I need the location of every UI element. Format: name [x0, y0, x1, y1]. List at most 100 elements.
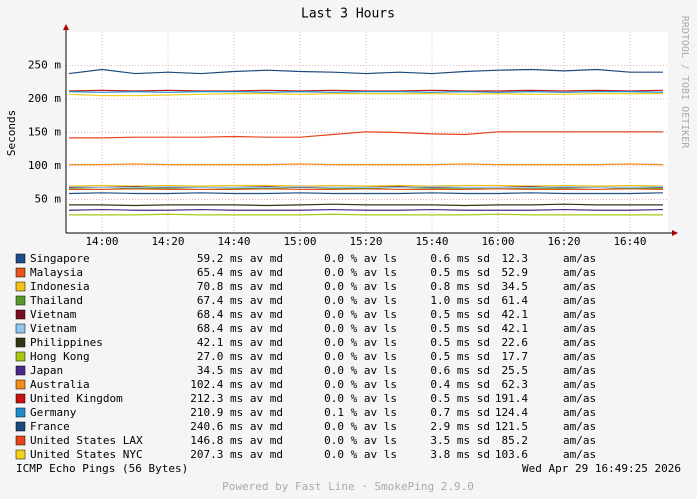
legend-stat: am/as	[563, 308, 596, 321]
legend-swatch	[15, 323, 26, 334]
legend-stat: 25.5	[502, 364, 529, 377]
legend-swatch	[15, 267, 26, 278]
series-line	[69, 163, 664, 166]
legend-swatch	[15, 379, 26, 390]
legend-stat: am/as	[563, 378, 596, 391]
chart-title: Last 3 Hours	[301, 7, 395, 22]
x-tick-label: 15:20	[349, 235, 382, 248]
legend-stat: 70.8 ms av md	[197, 280, 283, 293]
legend-stat: am/as	[563, 434, 596, 447]
series-line	[68, 93, 663, 97]
series-line	[68, 89, 664, 92]
legend-swatch	[15, 393, 26, 404]
footer-left: ICMP Echo Pings (56 Bytes)	[16, 462, 188, 475]
legend-stat: 85.2	[502, 434, 529, 447]
side-label: RRDTOOL / TOBI OETIKER	[679, 16, 690, 149]
legend-stat: 0.6 ms sd	[430, 252, 490, 265]
series-line	[68, 91, 664, 93]
legend-stat: 0.4 ms sd	[430, 378, 490, 391]
legend-name: Hong Kong	[30, 350, 90, 363]
legend-stat: 22.6	[502, 336, 529, 349]
legend-stat: 3.5 ms sd	[430, 434, 490, 447]
legend-stat: 0.0 % av ls	[324, 308, 397, 321]
legend-stat: 0.0 % av ls	[324, 420, 397, 433]
legend-stat: am/as	[563, 322, 596, 335]
legend: Singapore 59.2 ms av md 0.0 % av ls 0.6 ms …	[15, 252, 596, 461]
legend-swatch	[15, 449, 26, 460]
legend-stat: 68.4 ms av md	[197, 308, 283, 321]
legend-stat: am/as	[563, 420, 596, 433]
legend-name: Vietnam	[30, 308, 77, 321]
legend-stat: 103.6	[495, 448, 528, 461]
legend-stat: 17.7	[502, 350, 529, 363]
legend-stat: 240.6 ms av md	[190, 420, 283, 433]
legend-stat: am/as	[563, 336, 596, 349]
legend-swatch	[15, 337, 26, 348]
legend-stat: 0.0 % av ls	[324, 392, 397, 405]
legend-name: United Kingdom	[30, 392, 123, 405]
legend-swatch	[15, 407, 26, 418]
legend-stat: 2.9 ms sd	[430, 420, 490, 433]
legend-stat: 52.9	[502, 266, 529, 279]
legend-stat: 42.1	[502, 322, 529, 335]
legend-stat: 0.0 % av ls	[324, 434, 397, 447]
legend-stat: am/as	[563, 266, 596, 279]
series-line	[68, 192, 664, 195]
legend-stat: am/as	[563, 280, 596, 293]
series-line	[69, 213, 663, 216]
legend-stat: am/as	[563, 392, 596, 405]
x-tick-label: 14:20	[151, 235, 184, 248]
legend-stat: 0.6 ms sd	[430, 364, 490, 377]
legend-swatch	[15, 365, 26, 376]
legend-stat: 62.3	[502, 378, 529, 391]
legend-swatch	[15, 309, 26, 320]
legend-stat: 0.5 ms sd	[430, 266, 490, 279]
legend-stat: 61.4	[502, 294, 529, 307]
legend-stat: 191.4	[495, 392, 528, 405]
legend-swatch	[15, 351, 26, 362]
legend-stat: 34.5 ms av md	[197, 364, 283, 377]
credit: Powered by Fast Line · SmokePing 2.9.0	[222, 480, 474, 493]
series-line	[68, 184, 664, 187]
legend-stat: 42.1 ms av md	[197, 336, 283, 349]
series-line	[69, 131, 663, 139]
legend-name: Australia	[30, 378, 90, 391]
legend-stat: 124.4	[495, 406, 528, 419]
legend-stat: 146.8 ms av md	[190, 434, 283, 447]
legend-stat: 0.5 ms sd	[430, 350, 490, 363]
x-tick-label: 14:00	[85, 235, 118, 248]
legend-stat: 0.0 % av ls	[324, 280, 397, 293]
legend-name: Vietnam	[30, 322, 77, 335]
lines	[68, 68, 664, 216]
legend-stat: 0.5 ms sd	[430, 392, 490, 405]
legend-stat: 0.0 % av ls	[324, 364, 397, 377]
y-axis-label: Seconds	[5, 110, 18, 156]
x-tick-label: 16:40	[613, 235, 646, 248]
legend-stat: 0.0 % av ls	[324, 336, 397, 349]
legend-name: United States NYC	[30, 448, 143, 461]
y-tick-label: 50 m	[35, 193, 62, 206]
legend-stat: 210.9 ms av md	[190, 406, 283, 419]
legend-swatch	[15, 435, 26, 446]
legend-stat: 65.4 ms av md	[197, 266, 283, 279]
legend-stat: 1.0 ms sd	[430, 294, 490, 307]
legend-stat: am/as	[563, 364, 596, 377]
footer-right: Wed Apr 29 16:49:25 2026	[522, 462, 681, 475]
x-tick-label: 16:00	[481, 235, 514, 248]
y-tick-label: 250 m	[28, 59, 61, 72]
series-line	[69, 203, 663, 207]
legend-name: Germany	[30, 406, 77, 419]
legend-stat: 0.8 ms sd	[430, 280, 490, 293]
y-arrow	[63, 24, 69, 30]
legend-stat: 0.0 % av ls	[324, 322, 397, 335]
legend-stat: 67.4 ms av md	[197, 294, 283, 307]
series-line	[68, 68, 663, 75]
legend-stat: 0.0 % av ls	[324, 252, 397, 265]
legend-stat: 0.5 ms sd	[430, 322, 490, 335]
legend-name: Malaysia	[30, 266, 83, 279]
x-tick-label: 15:00	[283, 235, 316, 248]
legend-stat: 0.0 % av ls	[324, 378, 397, 391]
legend-swatch	[15, 421, 26, 432]
series-line	[68, 208, 664, 211]
legend-stat: 0.5 ms sd	[430, 308, 490, 321]
